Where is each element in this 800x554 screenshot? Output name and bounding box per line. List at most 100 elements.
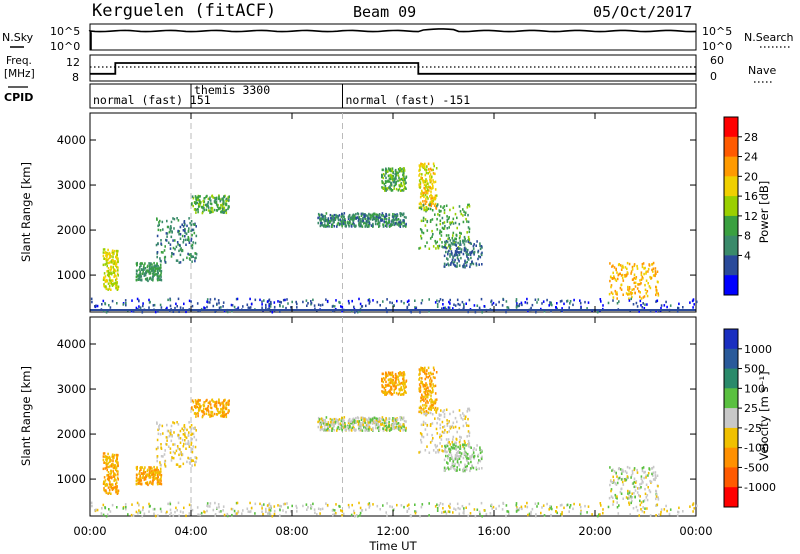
echo-cell: [237, 307, 239, 310]
echo-cell: [580, 306, 582, 310]
echo-cell: [197, 198, 199, 201]
colorbar-tick-label: 20: [744, 170, 758, 183]
echo-cell: [479, 244, 481, 248]
echo-cell: [551, 303, 553, 307]
echo-cell: [527, 513, 529, 517]
echo-cell: [197, 196, 200, 200]
echo-cell: [431, 235, 433, 238]
echo-cell: [395, 177, 397, 180]
echo-cell: [467, 213, 469, 217]
echo-cell: [101, 303, 103, 306]
echo-cell: [422, 369, 425, 372]
echo-cell: [534, 298, 537, 301]
echo-cell: [467, 258, 470, 261]
echo-cell: [421, 299, 424, 302]
echo-cell: [360, 220, 362, 223]
echo-cell: [437, 246, 440, 250]
echo-cell: [439, 219, 442, 222]
echo-cell: [652, 478, 655, 481]
echo-cell: [112, 459, 114, 463]
echo-cell: [387, 174, 390, 178]
echo-cell: [470, 455, 473, 458]
echo-cell: [382, 427, 384, 430]
echo-cell: [481, 467, 483, 470]
ytick-label: 3000: [57, 382, 86, 396]
echo-cell: [183, 229, 186, 233]
echo-cell: [152, 479, 154, 482]
echo-cell: [194, 241, 197, 245]
echo-cell: [224, 413, 227, 416]
echo-cell: [317, 416, 320, 420]
echo-cell: [331, 223, 334, 226]
echo-cell: [645, 483, 648, 486]
echo-cell: [403, 185, 406, 189]
echo-cell: [399, 416, 402, 420]
echo-cell: [137, 277, 140, 281]
echo-cell: [630, 501, 632, 505]
colorbar-tick-label: 100: [744, 382, 765, 395]
echo-cell: [335, 503, 337, 506]
echo-cell: [169, 243, 172, 246]
colorbar-swatch: [724, 275, 738, 296]
echo-cell: [200, 511, 203, 515]
echo-cell: [449, 244, 452, 247]
echo-cell: [107, 288, 109, 291]
echo-cell: [328, 225, 330, 228]
echo-cell: [555, 306, 557, 309]
echo-cell: [441, 226, 444, 230]
echo-cell: [636, 471, 639, 474]
echo-cell: [663, 508, 666, 511]
echo-cell: [476, 444, 478, 447]
echo-cell: [103, 482, 106, 485]
echo-cell: [447, 421, 450, 424]
echo-cell: [456, 262, 458, 265]
echo-cell: [678, 302, 680, 306]
echo-cell: [215, 405, 218, 408]
echo-cell: [347, 223, 350, 226]
echo-cell: [175, 506, 177, 510]
echo-cell: [157, 224, 159, 228]
echo-cell: [633, 273, 636, 276]
echo-cell: [480, 457, 483, 461]
echo-cell: [137, 481, 140, 485]
echo-cell: [384, 181, 387, 184]
echo-cell: [219, 410, 221, 414]
echo-cell: [369, 214, 372, 217]
echo-cell: [113, 456, 115, 459]
echo-cell: [112, 262, 115, 266]
echo-cell: [432, 186, 434, 190]
echo-cell: [148, 262, 150, 265]
echo-cell: [269, 513, 272, 516]
echo-cell: [452, 511, 454, 514]
echo-cell: [354, 515, 356, 518]
echo-cell: [197, 195, 200, 198]
echo-cell: [429, 399, 431, 402]
echo-cell: [439, 222, 442, 226]
echo-cell: [350, 216, 353, 219]
echo-cell: [176, 463, 179, 466]
echo-cell: [477, 249, 480, 253]
echo-cell: [117, 464, 119, 468]
echo-cell: [355, 416, 357, 420]
echo-cell: [619, 264, 622, 267]
echo-cell: [609, 483, 611, 487]
echo-cell: [425, 200, 428, 203]
echo-cell: [434, 398, 437, 402]
echo-cell: [344, 425, 347, 428]
xtick-label: 12:00: [376, 524, 409, 538]
echo-cell: [150, 268, 152, 271]
echo-cell: [227, 400, 229, 403]
echo-cell: [596, 310, 599, 314]
echo-cell: [640, 477, 643, 481]
echo-cell: [225, 199, 227, 203]
echo-cell: [227, 409, 230, 412]
echo-cell: [203, 307, 206, 310]
echo-cell: [223, 210, 225, 214]
echo-cell: [473, 250, 476, 254]
echo-cell: [432, 196, 434, 200]
echo-cell: [223, 195, 225, 199]
echo-cell: [556, 506, 558, 509]
echo-cell: [184, 439, 186, 442]
echo-cell: [644, 288, 647, 292]
